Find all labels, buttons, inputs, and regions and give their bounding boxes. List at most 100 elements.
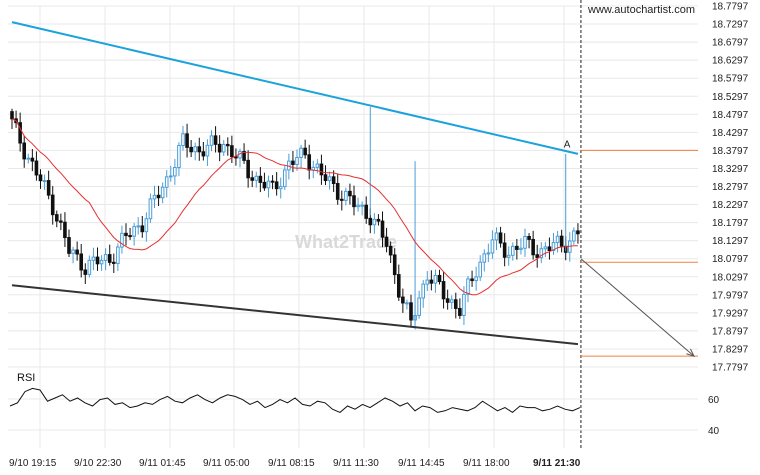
candle-body <box>555 235 560 243</box>
candle-body <box>46 180 51 196</box>
channel-upper-line <box>11 21 579 155</box>
candle-body <box>396 274 401 298</box>
candle-body <box>22 142 27 160</box>
candle-body <box>515 245 519 250</box>
main-layer <box>10 106 580 330</box>
candle-body <box>559 235 564 247</box>
candle-body <box>189 146 193 153</box>
candle-body <box>339 198 344 201</box>
candle-body <box>494 232 499 241</box>
candle-body <box>38 174 43 182</box>
candle-body <box>319 163 324 176</box>
x-tick-label: 9/11 21:30 <box>533 458 581 469</box>
candle-body <box>156 194 161 199</box>
candle-body <box>67 237 71 254</box>
y-tick-label: 18.7297 <box>712 20 749 31</box>
candle-body <box>490 239 495 254</box>
candle-body <box>417 297 421 316</box>
candle-body <box>360 204 364 207</box>
candle-body <box>543 246 548 250</box>
y-tick-label: 18.5297 <box>712 92 749 103</box>
candle-body <box>572 230 576 242</box>
candle-body <box>164 176 169 188</box>
forecast-arrow-line <box>580 258 695 357</box>
candle-body <box>197 146 202 153</box>
candle-body <box>551 241 556 251</box>
candle-body <box>527 236 531 240</box>
candle-body <box>433 274 438 284</box>
candle-body <box>34 160 39 176</box>
candle-body <box>291 160 295 165</box>
candle-body <box>474 276 478 282</box>
x-tick-label: 9/11 18:00 <box>463 458 510 469</box>
y-tick-label: 17.8297 <box>712 344 749 355</box>
candle-body <box>254 175 259 181</box>
y-tick-label: 17.9297 <box>712 308 749 319</box>
watermark-layer: What2Trade <box>295 232 397 252</box>
candle-body <box>234 156 238 159</box>
candle-body <box>449 299 454 303</box>
candle-body <box>225 143 230 147</box>
candle-body <box>535 254 540 259</box>
candle-body <box>59 220 63 223</box>
axis-layer: 18.7797 18.7297 18.6797 18.6297 18.5797 18.52… <box>9 2 749 470</box>
candle-body <box>140 225 145 233</box>
candle-body <box>258 175 263 183</box>
candle-body <box>523 236 527 249</box>
candle-body <box>421 283 426 299</box>
candle-body <box>274 181 279 190</box>
candle-body <box>50 194 55 216</box>
candle-body <box>429 279 434 284</box>
candle-body <box>201 151 206 157</box>
candle-body <box>470 278 474 282</box>
candle-body <box>54 214 59 222</box>
candle-body <box>466 278 470 295</box>
candle-body <box>250 177 255 181</box>
candle-body <box>99 259 104 265</box>
candle-body <box>266 180 271 189</box>
y-tick-label: 18.4797 <box>712 110 749 121</box>
candle-body <box>380 220 385 238</box>
y-tick-label: 18.4297 <box>712 128 749 139</box>
y-tick-label: 18.1297 <box>712 236 749 247</box>
y-tick-label: 17.8797 <box>712 326 749 337</box>
channel-lower-line <box>11 284 579 346</box>
candle-body <box>83 269 88 275</box>
candle-body <box>531 238 535 256</box>
y-tick-label: 18.6297 <box>712 56 749 67</box>
y-tick-label: 18.3797 <box>712 146 749 157</box>
candle-body <box>510 245 515 256</box>
candle-body <box>148 198 153 220</box>
y-tick-label: 18.5797 <box>712 74 749 85</box>
candle-body <box>205 144 210 157</box>
candle-body <box>311 166 316 171</box>
source-label[interactable]: www.autochartist.com <box>587 4 695 16</box>
y-tick-label: 18.2297 <box>712 200 749 211</box>
candle-body <box>401 296 405 304</box>
candle-body <box>30 157 35 162</box>
y-tick-label: 18.6797 <box>712 38 749 49</box>
candle-body <box>323 174 328 182</box>
candle-body <box>356 204 360 208</box>
candle-body <box>307 154 312 171</box>
candle-body <box>209 135 214 146</box>
candle-body <box>168 175 173 178</box>
y-tick-label: 18.0297 <box>712 272 749 283</box>
x-tick-label: 9/11 08:15 <box>268 458 315 469</box>
candle-body <box>478 261 483 278</box>
candle-body <box>128 235 132 238</box>
candle-body <box>282 169 287 188</box>
candle-body <box>10 111 14 120</box>
candle-body <box>498 232 503 244</box>
candle-body <box>95 256 100 265</box>
candle-body <box>437 274 442 283</box>
candle-body <box>213 135 218 145</box>
rsi-line <box>9 387 581 414</box>
candle-body <box>547 246 552 251</box>
rsi-tick-label: 40 <box>708 426 720 437</box>
watermark-text: What2Trade <box>295 232 397 252</box>
candle-body <box>221 143 226 153</box>
candle-body <box>388 245 393 256</box>
